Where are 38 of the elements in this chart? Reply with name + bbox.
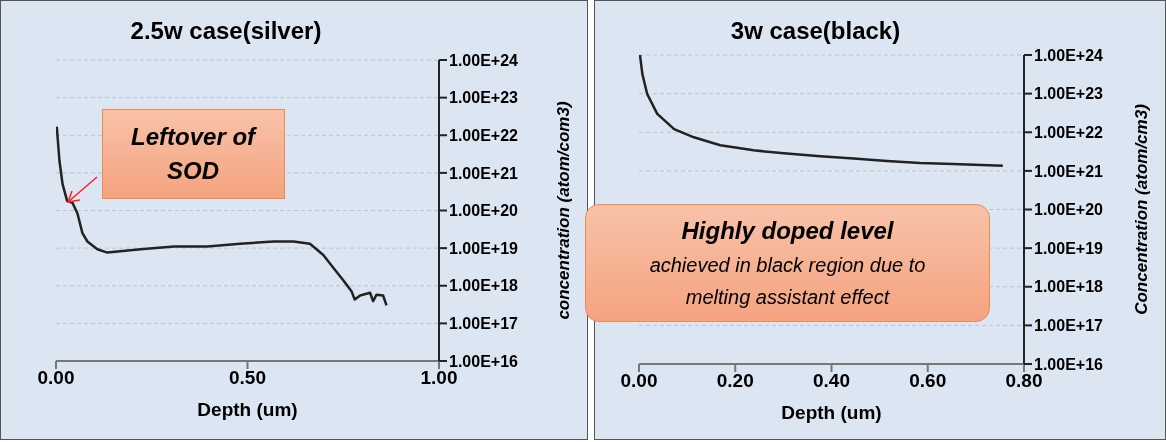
y-tick-label: 1.00E+22 [1034, 123, 1104, 141]
line-series [56, 125, 388, 307]
y-tick-label: 1.00E+16 [1034, 355, 1104, 373]
y-tick-label: 1.00E+18 [1034, 278, 1104, 296]
y-tick-label: 1.00E+21 [1034, 162, 1104, 180]
line-series [639, 55, 1005, 168]
x-tick-label: 0.50 [229, 367, 266, 389]
y-tick-label: 1.00E+17 [449, 315, 519, 333]
y-tick-label: 1.00E+21 [449, 164, 519, 182]
x-tick-label: 0.80 [1005, 370, 1043, 392]
y-tick-label: 1.00E+16 [449, 352, 519, 370]
y-tick-label: 1.00E+20 [449, 202, 519, 220]
callout-box: Highly doped level achieved in black region due to melting assistant effect [585, 204, 990, 322]
x-tick-label: 0.00 [620, 370, 658, 392]
y-tick-label: 1.00E+23 [449, 89, 519, 107]
y-tick-label: 1.00E+24 [1034, 46, 1104, 64]
x-tick-label: 0.40 [813, 370, 850, 392]
annotation: Highly doped level [680, 216, 895, 246]
y-axis-title: Concentration (atom/cm3) [1132, 103, 1152, 315]
y-tick-label: 1.00E+19 [1034, 239, 1104, 257]
y-tick-label: 1.00E+22 [449, 126, 519, 144]
y-tick-label: 1.00E+18 [449, 277, 519, 295]
y-tick-label: 1.00E+19 [449, 239, 519, 257]
chart-title: 3w case(black) [729, 17, 902, 45]
annotation: achieved in black region due to melting assistant effect [648, 253, 927, 310]
x-axis-title: Depth (um) [197, 399, 298, 421]
x-tick-label: 1.00 [420, 367, 458, 389]
chart-title: 2.5w case(silver) [129, 17, 323, 45]
x-tick-label: 0.00 [37, 367, 75, 389]
y-tick-label: 1.00E+20 [1034, 201, 1104, 219]
x-tick-label: 0.20 [716, 370, 754, 392]
y-tick-label: 1.00E+24 [449, 51, 519, 69]
x-tick-label: 0.60 [909, 370, 947, 392]
y-tick-label: 1.00E+17 [1034, 317, 1104, 335]
y-axis-title: concentration (atom/com3) [554, 101, 574, 320]
x-axis-title: Depth (um) [781, 402, 882, 424]
callout-box: Leftover of SOD [101, 108, 285, 199]
y-tick-label: 1.00E+23 [1034, 85, 1104, 103]
